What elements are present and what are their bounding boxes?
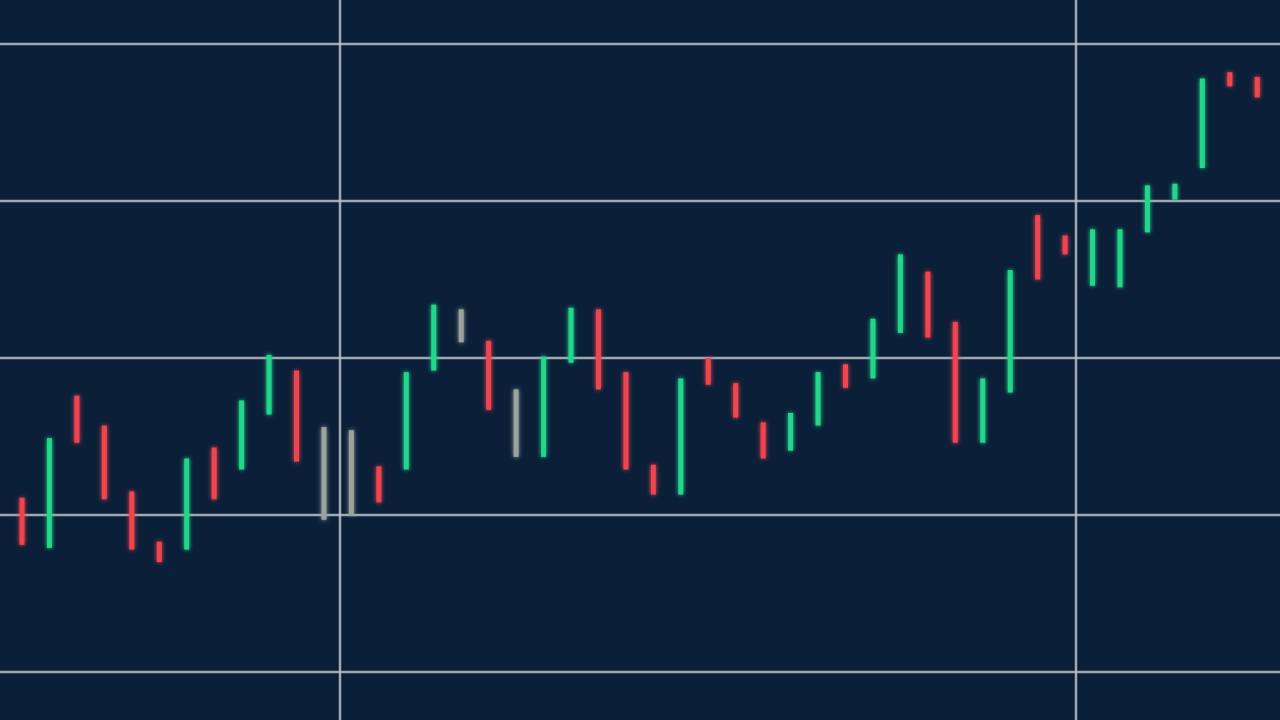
candle-down [733, 383, 739, 418]
candle-up [870, 318, 876, 379]
candle-up [46, 438, 52, 548]
candle-down [211, 447, 217, 500]
candle-down [19, 497, 25, 545]
candles [19, 72, 1260, 563]
candle-up [403, 372, 409, 470]
candle-up [1007, 270, 1013, 393]
candle-up [266, 354, 272, 415]
candle-down [760, 422, 766, 459]
candle-up [541, 356, 547, 457]
candle-up [980, 378, 986, 443]
candle-down [1062, 235, 1068, 255]
candle-up [1172, 183, 1178, 200]
candle-up [788, 412, 794, 451]
candle-down [623, 372, 629, 470]
candle-up [184, 458, 190, 550]
candle-up [568, 307, 574, 363]
candle-down [294, 370, 299, 462]
candle-down [1035, 215, 1041, 280]
candle-up [897, 254, 903, 333]
candle-down [705, 358, 711, 385]
candle-up [431, 304, 437, 371]
candle-neutral [458, 309, 464, 343]
candle-down [925, 271, 931, 338]
candle-down [1227, 72, 1233, 87]
candle-up [1090, 229, 1096, 286]
candle-down [595, 309, 601, 390]
candle-down [952, 321, 958, 443]
candle-down [101, 425, 107, 500]
candle-up [678, 378, 684, 495]
candle-down [1254, 76, 1260, 98]
candle-down [650, 464, 656, 495]
candle-down [129, 491, 135, 550]
candle-down [74, 395, 80, 443]
candle-up [1199, 78, 1205, 169]
candle-down [843, 364, 848, 388]
candle-neutral [513, 389, 519, 457]
candle-down [486, 340, 492, 410]
candle-neutral [321, 427, 327, 520]
candle-up [1144, 185, 1150, 233]
candle-down [376, 466, 382, 503]
candle-down [156, 541, 162, 563]
candle-up [239, 400, 245, 470]
candle-up [1117, 229, 1123, 288]
candle-up [815, 372, 821, 426]
candle-neutral [348, 430, 354, 515]
